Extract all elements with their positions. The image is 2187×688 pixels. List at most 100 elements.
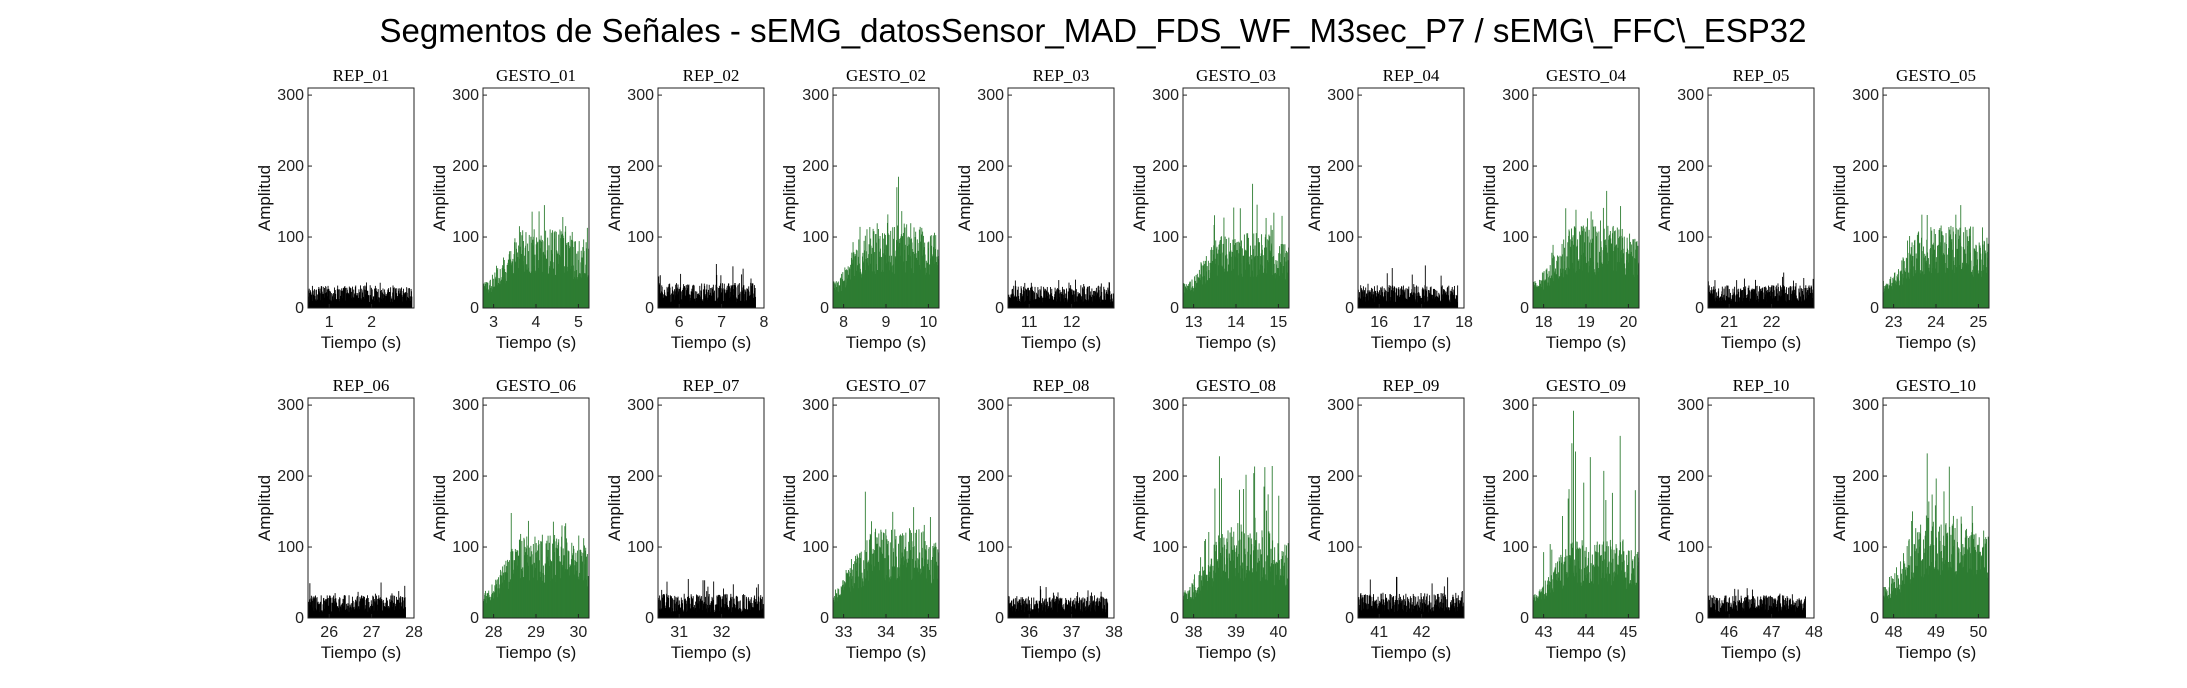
x-tick-label: 20 xyxy=(1620,314,1638,331)
y-tick-label: 100 xyxy=(277,229,304,246)
y-tick-label: 0 xyxy=(820,610,829,627)
y-tick-label: 0 xyxy=(295,610,304,627)
y-tick-label: 200 xyxy=(977,158,1004,175)
y-axis-label: Amplitud xyxy=(605,475,624,541)
axes-frame xyxy=(657,397,765,619)
signal-series xyxy=(1357,576,1465,618)
signal-series xyxy=(1007,279,1115,308)
y-tick-label: 0 xyxy=(1170,300,1179,317)
subplot-title: REP_09 xyxy=(1383,376,1440,395)
x-axis-label: Tiempo (s) xyxy=(496,333,577,352)
y-tick-label: 200 xyxy=(277,158,304,175)
x-tick-label: 3 xyxy=(489,314,498,331)
x-tick-label: 35 xyxy=(920,624,938,641)
subplot-rep-09: 0 100 200 300 41 42 REP_09 Tiempo (s) Amplitud xyxy=(1305,376,1465,662)
x-tick-label: 2 xyxy=(367,314,376,331)
x-tick-label: 4 xyxy=(532,314,541,331)
axes-frame xyxy=(1707,87,1815,309)
y-axis-label: Amplitud xyxy=(780,475,799,541)
x-axis-label: Tiempo (s) xyxy=(671,333,752,352)
y-tick-label: 200 xyxy=(452,158,479,175)
x-tick-label: 6 xyxy=(675,314,684,331)
subplot-gesto-03: 0 100 200 300 13 14 15 GESTO_03 Tiempo (s) Amplit… xyxy=(1130,66,1290,352)
subplot-title: GESTO_04 xyxy=(1546,66,1626,85)
y-tick-label: 200 xyxy=(1152,158,1179,175)
axes-frame xyxy=(1007,87,1115,309)
y-tick-label: 100 xyxy=(802,539,829,556)
y-tick-label: 100 xyxy=(452,229,479,246)
y-axis-label: Amplitud xyxy=(255,165,274,231)
x-tick-label: 21 xyxy=(1720,314,1738,331)
x-axis-label: Tiempo (s) xyxy=(321,333,402,352)
x-tick-label: 37 xyxy=(1063,624,1081,641)
x-axis-label: Tiempo (s) xyxy=(1546,333,1627,352)
y-tick-label: 300 xyxy=(1152,87,1179,104)
y-tick-label: 0 xyxy=(1870,300,1879,317)
y-tick-label: 100 xyxy=(1152,229,1179,246)
subplot-title: GESTO_03 xyxy=(1196,66,1276,85)
y-tick-label: 300 xyxy=(1327,397,1354,414)
x-tick-label: 18 xyxy=(1455,314,1473,331)
x-tick-label: 42 xyxy=(1413,624,1431,641)
x-tick-label: 28 xyxy=(485,624,503,641)
subplot-rep-06: 0 100 200 300 26 27 28 REP_06 Tiempo (s) Amplitud xyxy=(255,376,423,662)
y-tick-label: 0 xyxy=(295,300,304,317)
axes-frame xyxy=(657,87,765,309)
x-tick-label: 17 xyxy=(1413,314,1431,331)
x-tick-label: 29 xyxy=(527,624,545,641)
subplot-rep-01: 0 100 200 300 1 2 REP_01 Tiempo (s) Amplitud xyxy=(255,66,415,352)
x-tick-label: 1 xyxy=(325,314,334,331)
y-tick-label: 0 xyxy=(645,610,654,627)
y-tick-label: 200 xyxy=(1152,468,1179,485)
y-tick-label: 300 xyxy=(452,87,479,104)
x-tick-label: 30 xyxy=(570,624,588,641)
x-tick-label: 26 xyxy=(320,624,338,641)
y-axis-label: Amplitud xyxy=(605,165,624,231)
subplot-title: REP_06 xyxy=(333,376,390,395)
subplot-title: REP_07 xyxy=(683,376,740,395)
axes-frame xyxy=(307,397,415,619)
x-axis-label: Tiempo (s) xyxy=(1196,643,1277,662)
y-axis-label: Amplitud xyxy=(430,165,449,231)
x-tick-label: 41 xyxy=(1370,624,1388,641)
x-tick-label: 19 xyxy=(1577,314,1595,331)
y-tick-label: 200 xyxy=(627,468,654,485)
x-tick-label: 15 xyxy=(1270,314,1288,331)
x-axis-label: Tiempo (s) xyxy=(1371,333,1452,352)
y-tick-label: 300 xyxy=(802,397,829,414)
x-tick-label: 38 xyxy=(1185,624,1203,641)
y-tick-label: 200 xyxy=(802,158,829,175)
x-tick-label: 36 xyxy=(1020,624,1038,641)
y-tick-label: 200 xyxy=(1327,158,1354,175)
figure-title: Segmentos de Señales - sEMG_datosSensor_… xyxy=(380,12,1807,49)
y-tick-label: 0 xyxy=(1695,300,1704,317)
subplot-rep-02: 0 100 200 300 6 7 8 REP_02 Tiempo (s) Amplitud xyxy=(605,66,769,352)
signal-series xyxy=(1007,586,1109,618)
x-axis-label: Tiempo (s) xyxy=(846,333,927,352)
y-tick-label: 200 xyxy=(1852,158,1879,175)
axes-frame xyxy=(1357,87,1465,309)
y-tick-label: 100 xyxy=(802,229,829,246)
y-axis-label: Amplitud xyxy=(1130,475,1149,541)
y-tick-label: 200 xyxy=(802,468,829,485)
y-tick-label: 200 xyxy=(452,468,479,485)
x-tick-label: 28 xyxy=(405,624,423,641)
subplot-gesto-05: 0 100 200 300 23 24 25 GESTO_05 Tiempo (s) Amplit… xyxy=(1830,66,1990,352)
y-axis-label: Amplitud xyxy=(1305,475,1324,541)
signal-series xyxy=(1532,410,1640,618)
x-tick-label: 14 xyxy=(1227,314,1245,331)
y-tick-label: 100 xyxy=(1152,539,1179,556)
y-axis-label: Amplitud xyxy=(1830,165,1849,231)
x-tick-label: 23 xyxy=(1885,314,1903,331)
x-tick-label: 18 xyxy=(1535,314,1553,331)
subplot-title: GESTO_01 xyxy=(496,66,576,85)
x-axis-label: Tiempo (s) xyxy=(1371,643,1452,662)
subplot-gesto-08: 0 100 200 300 38 39 40 GESTO_08 Tiempo (s) Amplit… xyxy=(1130,376,1290,662)
signal-series xyxy=(1707,272,1815,308)
subplot-rep-05: 0 100 200 300 21 22 REP_05 Tiempo (s) Amplitud xyxy=(1655,66,1815,352)
y-tick-label: 100 xyxy=(1502,229,1529,246)
x-tick-label: 5 xyxy=(574,314,583,331)
y-tick-label: 100 xyxy=(1852,229,1879,246)
subplot-title: GESTO_08 xyxy=(1196,376,1276,395)
